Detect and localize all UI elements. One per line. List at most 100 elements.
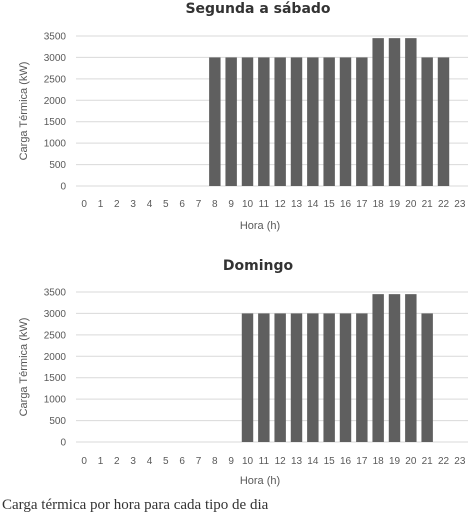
x-tick-label: 0 <box>81 456 87 467</box>
y-tick-label: 1500 <box>44 117 67 128</box>
x-tick-label: 9 <box>228 456 234 467</box>
x-tick-label: 20 <box>405 199 417 210</box>
bar <box>437 57 450 186</box>
x-tick-label: 23 <box>454 199 466 210</box>
bar <box>241 57 254 186</box>
x-tick-label: 1 <box>98 199 104 210</box>
x-tick-label: 3 <box>130 199 136 210</box>
x-tick-label: 4 <box>147 456 153 467</box>
bar <box>323 57 335 186</box>
x-tick-label: 21 <box>422 456 434 467</box>
x-tick-label: 22 <box>438 456 450 467</box>
x-tick-label: 14 <box>307 456 319 467</box>
bar <box>209 57 221 186</box>
bar <box>258 313 270 442</box>
y-tick-label: 3500 <box>44 288 67 299</box>
bar <box>356 313 368 442</box>
y-tick-label: 0 <box>60 438 66 449</box>
y-tick-label: 2500 <box>44 74 67 85</box>
x-tick-label: 7 <box>196 199 202 210</box>
bar <box>372 294 384 442</box>
x-tick-label: 17 <box>356 456 368 467</box>
bar <box>421 57 433 186</box>
y-tick-label: 500 <box>49 160 66 171</box>
chart-segunda-a-sabado: Segunda a sábado 0 500 1000 1500 2000 2500 3000… <box>18 1 468 232</box>
x-axis-label: Hora (h) <box>240 220 280 232</box>
x-tick-label: 19 <box>389 456 401 467</box>
bar <box>258 57 270 186</box>
x-tick-label: 2 <box>114 456 120 467</box>
bar <box>339 57 352 186</box>
x-tick-label: 18 <box>373 456 385 467</box>
x-tick-label: 2 <box>114 199 120 210</box>
bar <box>388 294 401 442</box>
y-tick-label: 3500 <box>44 32 67 43</box>
x-tick-label: 7 <box>196 456 202 467</box>
x-tick-label: 19 <box>389 199 401 210</box>
x-tick-label: 16 <box>340 456 352 467</box>
x-tick-label: 12 <box>275 199 287 210</box>
bar <box>405 38 417 187</box>
y-tick-label: 2000 <box>44 352 67 363</box>
x-tick-label: 21 <box>422 199 434 210</box>
x-tick-label: 0 <box>81 199 87 210</box>
x-tick-label: 18 <box>373 199 385 210</box>
bar <box>274 57 286 186</box>
x-axis-label: Hora (h) <box>240 475 280 487</box>
bar <box>225 57 237 186</box>
bar <box>290 313 303 442</box>
x-tick-label: 10 <box>242 456 254 467</box>
bar <box>372 38 384 187</box>
bar <box>421 313 433 442</box>
x-tick-label: 20 <box>405 456 417 467</box>
x-tick-label: 16 <box>340 199 352 210</box>
bar <box>339 313 352 442</box>
x-tick-label: 15 <box>324 199 336 210</box>
bar <box>405 294 417 442</box>
x-tick-label: 8 <box>212 456 218 467</box>
x-tick-label: 11 <box>259 456 270 467</box>
bar <box>307 57 319 186</box>
y-tick-label: 2000 <box>44 96 67 107</box>
x-tick-label: 14 <box>307 199 319 210</box>
x-tick-label: 1 <box>98 456 104 467</box>
bar <box>290 57 303 186</box>
x-tick-label: 4 <box>147 199 153 210</box>
x-tick-label: 5 <box>163 456 169 467</box>
y-tick-label: 1000 <box>44 139 67 150</box>
y-tick-label: 3000 <box>44 309 67 320</box>
chart-title: Segunda a sábado <box>185 1 330 17</box>
bar <box>241 313 254 442</box>
x-tick-label: 15 <box>324 456 336 467</box>
y-axis-label: Carga Térmica (kW) <box>18 62 30 161</box>
figure-caption: Carga térmica por hora para cada tipo de… <box>2 497 269 513</box>
y-tick-label: 1000 <box>44 395 67 406</box>
bar <box>356 57 368 186</box>
x-tick-label: 11 <box>259 199 270 210</box>
y-axis-label: Carga Térmica (kW) <box>18 318 30 417</box>
x-tick-label: 12 <box>275 456 287 467</box>
x-tick-label: 13 <box>291 199 303 210</box>
x-tick-label: 17 <box>356 199 368 210</box>
x-tick-label: 23 <box>454 456 466 467</box>
bar <box>307 313 319 442</box>
x-tick-label: 6 <box>179 199 185 210</box>
y-tick-label: 3000 <box>44 53 67 64</box>
y-tick-label: 1500 <box>44 373 67 384</box>
x-tick-label: 22 <box>438 199 450 210</box>
y-tick-label: 0 <box>60 182 66 193</box>
chart-title: Domingo <box>223 258 294 274</box>
x-tick-label: 3 <box>130 456 136 467</box>
x-tick-label: 8 <box>212 199 218 210</box>
y-tick-label: 2500 <box>44 330 67 341</box>
x-tick-label: 6 <box>179 456 185 467</box>
x-tick-label: 10 <box>242 199 254 210</box>
bar <box>388 38 401 187</box>
x-tick-label: 5 <box>163 199 169 210</box>
x-tick-label: 9 <box>228 199 234 210</box>
x-tick-label: 13 <box>291 456 303 467</box>
bar <box>274 313 286 442</box>
bar <box>323 313 335 442</box>
